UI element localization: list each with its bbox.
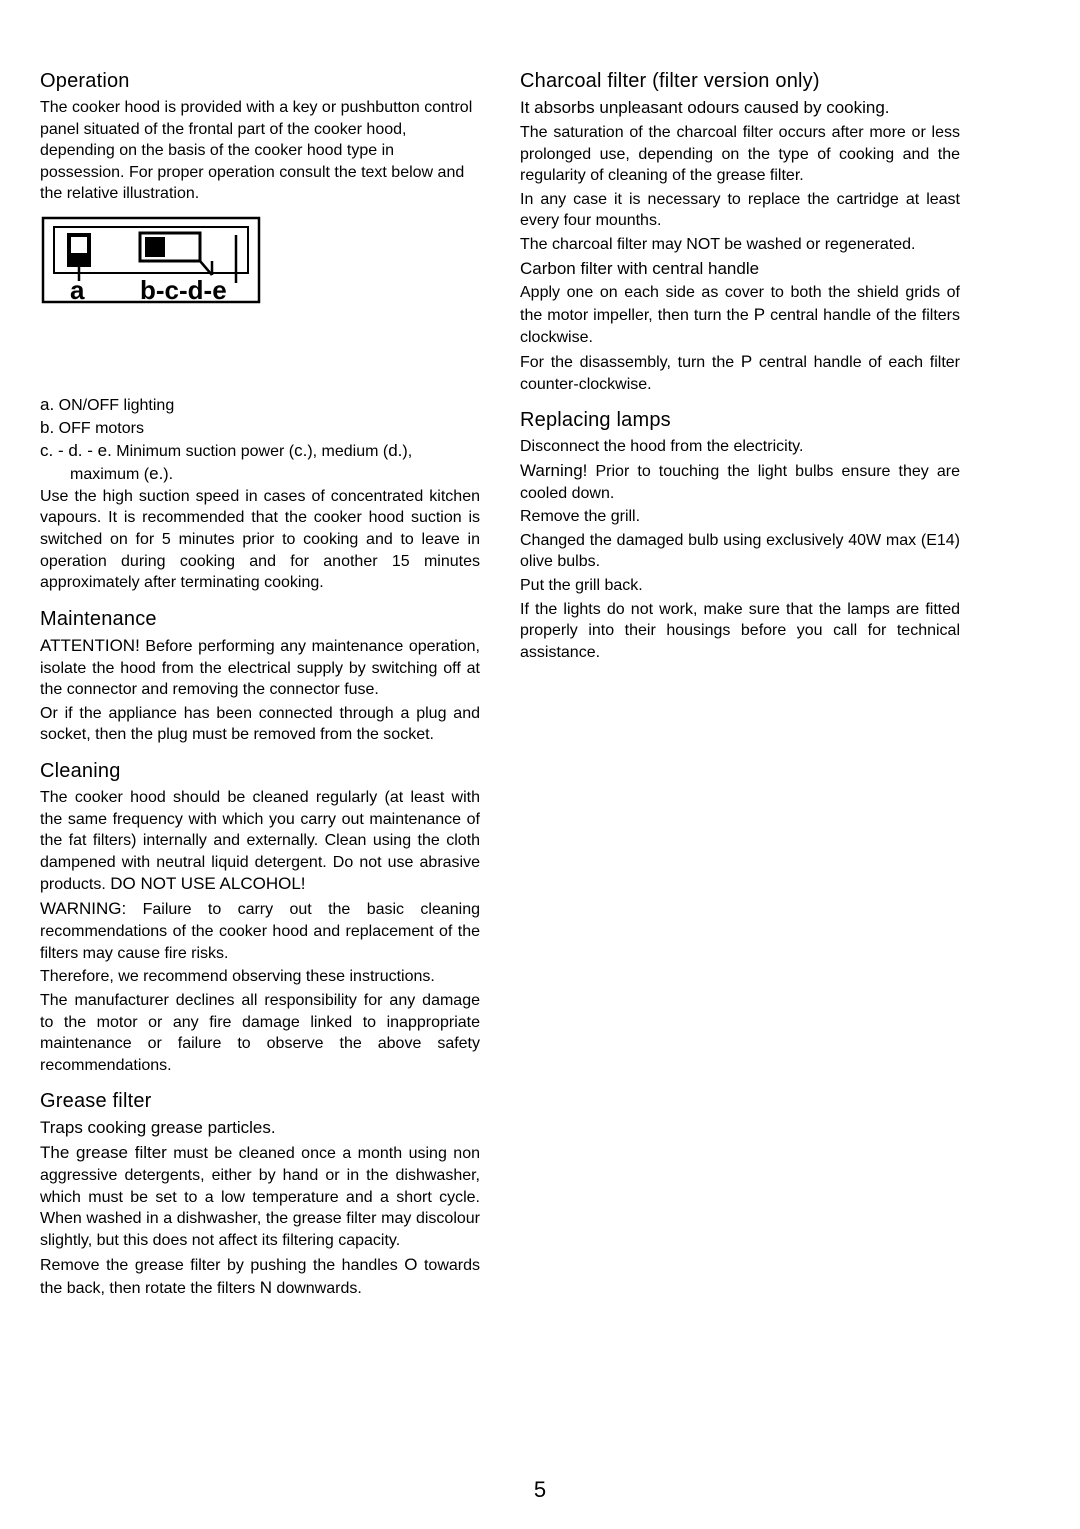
charcoal-heading: Charcoal filter (filter version only) [520, 70, 960, 93]
lamps-p1: Disconnect the hood from the electricity… [520, 436, 960, 458]
control-panel-diagram: a b-c-d-e [40, 215, 480, 350]
charcoal-p5: For the disassembly, turn the P central … [520, 351, 960, 396]
cleaning-heading: Cleaning [40, 760, 480, 783]
list-item-b: b. OFF motors [40, 417, 480, 440]
operation-intro: The cooker hood is provided with a key o… [40, 97, 480, 205]
cleaning-p2: WARNING: Failure to carry out the basic … [40, 898, 480, 964]
lamps-p6: If the lights do not work, make sure tha… [520, 599, 960, 664]
charcoal-p4: Apply one on each side as cover to both … [520, 282, 960, 348]
left-column: Operation The cooker hood is provided wi… [40, 70, 480, 1302]
maintenance-p2: Or if the appliance has been connected t… [40, 703, 480, 746]
cleaning-p3: Therefore, we recommend observing these … [40, 966, 480, 988]
list-item-cde: c. - d. - e. Minimum suction power (c.),… [40, 440, 480, 463]
grease-p2: Remove the grease filter by pushing the … [40, 1254, 480, 1300]
lamps-p2: Warning! Prior to touching the light bul… [520, 460, 960, 505]
grease-sub: Traps cooking grease particles. [40, 1117, 480, 1140]
list-item-a: a. ON/OFF lighting [40, 394, 480, 417]
lamps-p3: Remove the grill. [520, 506, 960, 528]
charcoal-p2: In any case it is necessary to replace t… [520, 189, 960, 232]
grease-p1: The grease filter must be cleaned once a… [40, 1142, 480, 1251]
maintenance-heading: Maintenance [40, 608, 480, 631]
cleaning-p4: The manufacturer declines all responsibi… [40, 990, 480, 1076]
operation-body: Use the high suction speed in cases of c… [40, 486, 480, 594]
right-column: Charcoal filter (filter version only) It… [520, 70, 960, 1302]
page-number: 5 [0, 1477, 1080, 1503]
charcoal-p3: The charcoal filter may NOT be washed or… [520, 234, 960, 256]
lamps-heading: Replacing lamps [520, 409, 960, 432]
grease-heading: Grease filter [40, 1090, 480, 1113]
page: Operation The cooker hood is provided wi… [0, 0, 1080, 1529]
charcoal-sub: It absorbs unpleasant odours caused by c… [520, 97, 960, 120]
control-panel-svg: a b-c-d-e [40, 215, 265, 345]
list-item-cde-line2: maximum (e.). [40, 463, 480, 486]
two-column-layout: Operation The cooker hood is provided wi… [40, 70, 1040, 1302]
maintenance-p1: ATTENTION! Before performing any mainten… [40, 635, 480, 701]
charcoal-p1: The saturation of the charcoal filter oc… [520, 122, 960, 187]
operation-heading: Operation [40, 70, 480, 93]
diagram-label-bcde: b-c-d-e [140, 275, 227, 305]
lamps-p5: Put the grill back. [520, 575, 960, 597]
cleaning-p1: The cooker hood should be cleaned regula… [40, 787, 480, 896]
charcoal-sub2: Carbon filter with central handle [520, 258, 960, 281]
lamps-p4: Changed the damaged bulb using exclusive… [520, 530, 960, 573]
diagram-label-a: a [70, 275, 85, 305]
